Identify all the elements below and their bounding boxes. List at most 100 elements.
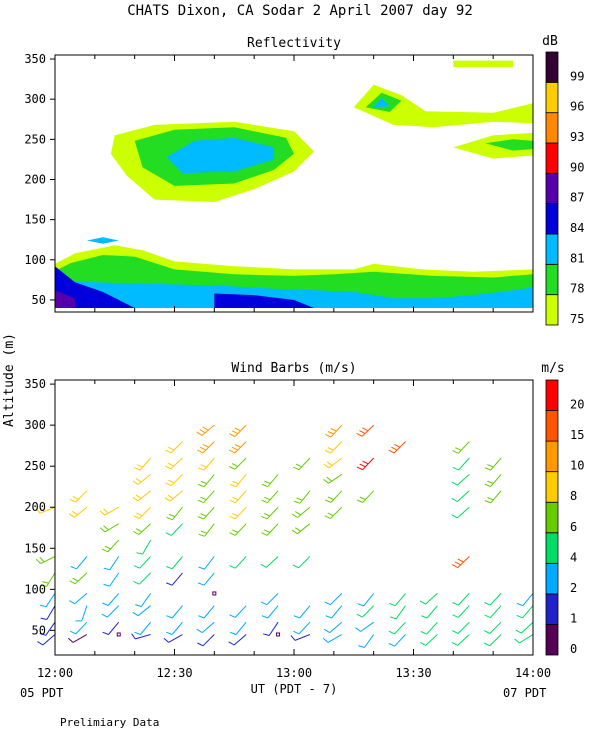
- wind-barb-1208-45: [67, 634, 88, 643]
- wind-barb-1240-120: [198, 572, 215, 586]
- wind-barb-1312-45: [322, 634, 343, 643]
- wind-barb-1240-240: [198, 474, 215, 488]
- figure-title: CHATS Dixon, CA Sodar 2 April 2007 day 9…: [127, 3, 473, 19]
- wind-barbs: [35, 424, 534, 648]
- wind-barb-1256-45: [276, 632, 281, 637]
- wind-barb-1248-220: [229, 490, 247, 504]
- reflectivity-region-81-12: [373, 97, 390, 108]
- wind-barb-1248-180: [229, 523, 247, 536]
- wind-barb-1208-60: [69, 621, 88, 635]
- wind-barb-1312-60: [323, 621, 343, 634]
- wind-barb-1320-45: [358, 634, 375, 648]
- reflectivity-title: Reflectivity: [247, 36, 341, 51]
- wind-colorbar-swatch-2: [545, 562, 559, 595]
- wind-barb-1256-240: [261, 474, 279, 488]
- wind-barb-1336-95: [419, 593, 438, 605]
- wind-barb-1248-60: [229, 621, 247, 635]
- reflectivity-ytick-label-300: 300: [24, 92, 46, 106]
- wind-barb-1200-45: [37, 634, 56, 646]
- wind-barb-1328-60: [388, 621, 406, 635]
- reflectivity-colorbar-label-93: 93: [570, 130, 584, 144]
- reflectivity-colorbar-label-81: 81: [570, 251, 584, 265]
- wind-barb-1256-180: [261, 523, 279, 536]
- wind-barb-1200-120: [40, 572, 56, 587]
- wind-colorbar-label-2: 2: [570, 581, 577, 595]
- wind-barb-1224-220: [132, 490, 151, 502]
- wind-barb-1352-60: [483, 621, 502, 634]
- reflectivity-colorbar-swatch-93: [545, 112, 559, 144]
- wind-barb-1304-180: [291, 523, 311, 535]
- reflectivity-colorbar-label-99: 99: [570, 69, 584, 83]
- wind-barb-1304-60: [293, 621, 311, 635]
- wind-barb-1312-80: [325, 605, 343, 619]
- reflectivity-region-84-3: [55, 266, 135, 308]
- wind-barb-1320-80: [356, 605, 375, 618]
- reflectivity-ytick-label-350: 350: [24, 52, 46, 66]
- wind-barb-1256-95: [260, 593, 279, 606]
- wind-barb-1304-220: [293, 490, 311, 504]
- wind-barb-1256-80: [261, 605, 279, 619]
- wind-barb-1224-160: [136, 539, 152, 555]
- wind-barb-1344-60: [452, 621, 470, 634]
- x-tick-labels: 12:00 12:30 13:00 13:30 14:00: [37, 666, 551, 680]
- wind-barb-1240-80: [198, 605, 215, 619]
- wind-barb-1248-200: [229, 506, 247, 520]
- wind-barb-1240-45: [197, 634, 215, 647]
- wind-barb-1400-95: [516, 593, 534, 607]
- reflectivity-region-84-4: [214, 293, 314, 308]
- wind-barb-1216-160: [101, 539, 120, 553]
- wind-barb-1312-220: [324, 490, 343, 503]
- wind-barb-1232-200: [166, 506, 183, 521]
- wind-barb-1224-200: [133, 506, 151, 520]
- wind-barb-1352-80: [484, 605, 502, 619]
- wind-ytick-label-250: 250: [24, 459, 46, 473]
- wind-barb-1320-95: [357, 593, 375, 607]
- wind-ytick-label-200: 200: [24, 500, 46, 514]
- wind-barb-1248-80: [229, 605, 247, 618]
- wind-colorbar-label-15: 15: [570, 428, 584, 442]
- reflectivity-y-axis: 50 100 150 200 250 300 350: [24, 52, 55, 307]
- wind-barb-1216-180: [99, 523, 119, 533]
- wind-colorbar-label-6: 6: [570, 520, 577, 534]
- wind-barb-1208-95: [69, 593, 88, 605]
- wind-barbs-title: Wind Barbs (m/s): [231, 361, 356, 376]
- wind-colorbar-label-0: 0: [570, 642, 577, 656]
- footer-note: Prelimiary Data: [60, 716, 159, 729]
- wind-barb-1240-95: [212, 591, 217, 596]
- wind-barb-1344-240: [451, 474, 470, 486]
- reflectivity-colorbar-swatch-99: [545, 51, 559, 83]
- reflectivity-colorbar-label-87: 87: [570, 191, 584, 205]
- x-tick-label-1200: 12:00: [37, 666, 73, 680]
- wind-ytick-label-150: 150: [24, 541, 46, 555]
- wind-barb-1232-80: [166, 605, 183, 619]
- wind-barb-1240-300: [196, 424, 215, 436]
- wind-barb-1256-140: [260, 556, 279, 568]
- wind-barb-1200-60: [39, 621, 56, 636]
- reflectivity-colorbar-swatch-90: [545, 142, 559, 174]
- reflectivity-colorbar-label-90: 90: [570, 160, 584, 174]
- reflectivity-region-75-10: [353, 84, 533, 128]
- wind-barb-1224-140: [133, 556, 151, 569]
- y-axis-label: Altitude (m): [2, 333, 17, 427]
- wind-barb-1344-200: [451, 506, 470, 519]
- wind-barb-1352-240: [484, 474, 502, 487]
- reflectivity-ytick-label-50: 50: [32, 293, 46, 307]
- wind-barb-1344-260: [452, 457, 470, 471]
- reflectivity-region-81-9: [166, 137, 275, 174]
- wind-barb-1352-45: [483, 634, 502, 647]
- wind-barb-1216-80: [101, 605, 120, 618]
- wind-barb-1216-200: [99, 506, 119, 516]
- wind-colorbar-swatch-15: [545, 410, 559, 442]
- reflectivity-colorbar-label-96: 96: [570, 100, 584, 114]
- wind-colorbar-swatch-1: [545, 593, 559, 625]
- wind-colorbar-label-8: 8: [570, 489, 577, 503]
- reflectivity-ytick-label-250: 250: [24, 132, 46, 146]
- wind-barb-1312-260: [323, 457, 343, 469]
- wind-colorbar-swatch-0: [545, 624, 559, 656]
- wind-barb-1344-95: [452, 593, 470, 606]
- reflectivity-colorbar-swatch-84: [545, 203, 559, 235]
- start-local-time: 05 PDT: [20, 686, 63, 700]
- reflectivity-contours: [55, 60, 533, 308]
- wind-barb-1352-220: [484, 490, 502, 504]
